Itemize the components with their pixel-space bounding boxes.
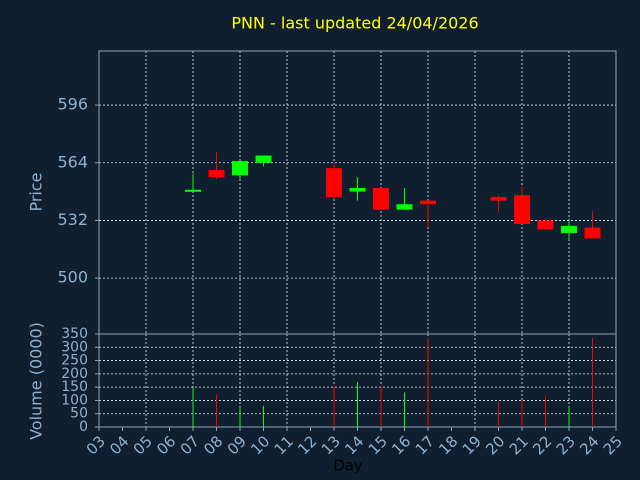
y-tick-label: 50 [70, 406, 88, 422]
y-tick-label: 500 [57, 268, 88, 287]
candle-body [349, 187, 366, 192]
y-tick-label: 0 [79, 419, 88, 435]
y-axis-label: Price [27, 172, 46, 211]
candle-body [255, 155, 272, 163]
candle-body [537, 220, 554, 230]
candle-body [561, 225, 577, 234]
candle-body [373, 187, 389, 210]
x-axis-label: Day [333, 457, 363, 475]
volume-bar [263, 405, 264, 427]
y-tick-label: 200 [61, 366, 88, 382]
y-tick-label: 532 [57, 210, 88, 229]
candle-body [232, 160, 248, 176]
volume-bar [239, 407, 241, 427]
candle-body [420, 200, 436, 205]
volume-bar [380, 385, 382, 427]
candle-body [208, 169, 225, 178]
volume-bar [545, 396, 546, 427]
volume-bar [333, 385, 335, 427]
candle-body [490, 197, 507, 201]
candle-body [584, 227, 601, 239]
candle-body [185, 189, 201, 192]
y-tick-label: 350 [61, 326, 88, 342]
volume-bar [404, 392, 405, 427]
y-tick-label: 150 [61, 379, 88, 395]
volume-bar [427, 337, 429, 427]
y-tick-label: 596 [57, 95, 88, 114]
y-tick-label: 300 [61, 339, 88, 355]
volume-bar [521, 400, 523, 427]
candle-body [514, 195, 530, 225]
chart-title: PNN - last updated 24/04/2026 [231, 14, 478, 33]
volume-bar [192, 387, 194, 427]
volume-bar [498, 401, 499, 427]
y-axis-label: Volume (0000) [27, 322, 46, 440]
volume-bar [592, 337, 593, 427]
candle-body [326, 168, 342, 198]
y-tick-label: 100 [61, 392, 88, 408]
y-tick-label: 250 [61, 353, 88, 369]
volume-bar [216, 395, 217, 427]
volume-bar [568, 405, 570, 427]
candle-body [396, 204, 413, 210]
volume-bar [357, 381, 358, 427]
y-tick-label: 564 [57, 152, 88, 171]
